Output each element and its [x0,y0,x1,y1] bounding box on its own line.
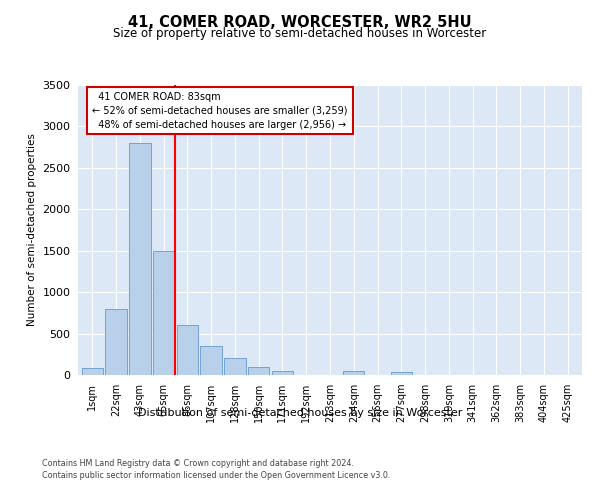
Text: Contains public sector information licensed under the Open Government Licence v3: Contains public sector information licen… [42,471,391,480]
Text: Distribution of semi-detached houses by size in Worcester: Distribution of semi-detached houses by … [138,408,462,418]
Bar [200,346,222,375]
Text: Size of property relative to semi-detached houses in Worcester: Size of property relative to semi-detach… [113,28,487,40]
Text: 41 COMER ROAD: 83sqm
← 52% of semi-detached houses are smaller (3,259)
  48% of : 41 COMER ROAD: 83sqm ← 52% of semi-detac… [92,92,348,130]
Bar [391,372,412,375]
Bar [176,326,198,375]
Bar [129,143,151,375]
Bar [106,308,127,375]
Bar [248,366,269,375]
Y-axis label: Number of semi-detached properties: Number of semi-detached properties [26,134,37,326]
Text: Contains HM Land Registry data © Crown copyright and database right 2024.: Contains HM Land Registry data © Crown c… [42,458,354,468]
Bar [224,358,245,375]
Bar [272,371,293,375]
Bar [82,368,103,375]
Bar [343,371,364,375]
Bar [153,250,174,375]
Text: 41, COMER ROAD, WORCESTER, WR2 5HU: 41, COMER ROAD, WORCESTER, WR2 5HU [128,15,472,30]
